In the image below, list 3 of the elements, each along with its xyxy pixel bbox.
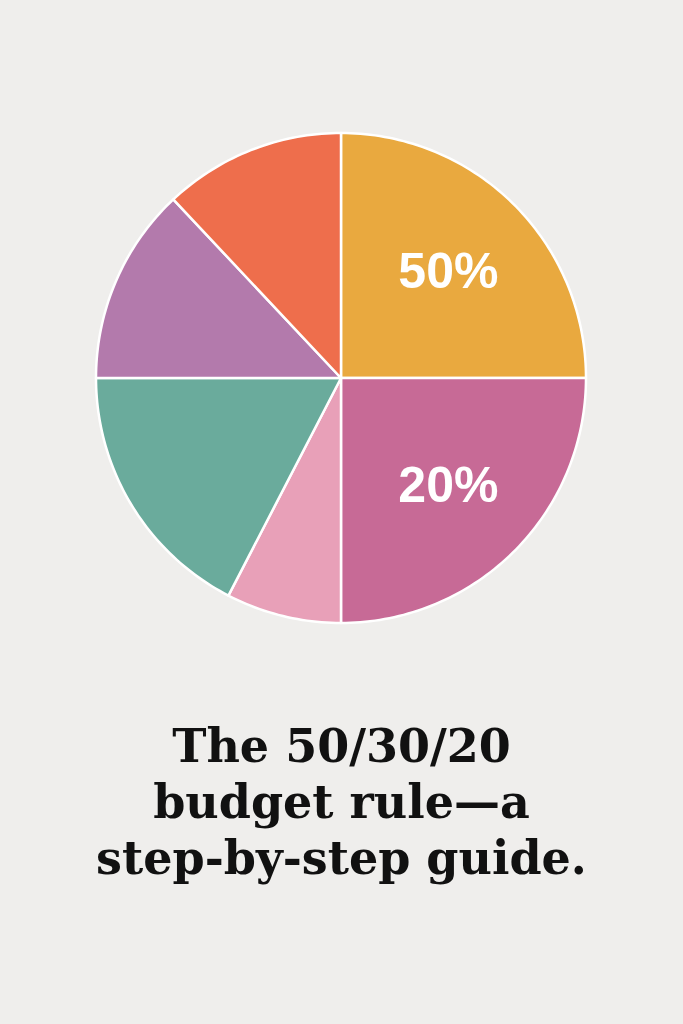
text: 50% <box>398 242 499 299</box>
text: 20% <box>398 457 499 514</box>
text: The 50/30/20 budget rule—a step-by-step guide. <box>96 719 587 885</box>
